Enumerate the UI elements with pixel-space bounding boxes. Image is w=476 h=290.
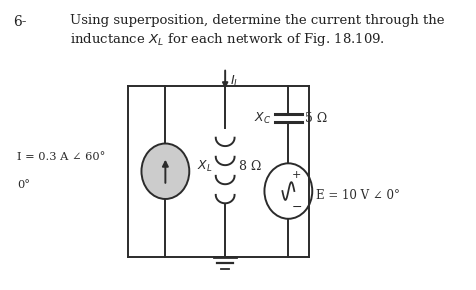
Text: 5 Ω: 5 Ω: [304, 112, 326, 125]
Circle shape: [141, 144, 189, 199]
Text: E = 10 V ∠ 0°: E = 10 V ∠ 0°: [315, 188, 399, 202]
Text: +: +: [291, 170, 300, 180]
Text: $X_C$: $X_C$: [254, 111, 271, 126]
Text: 0°: 0°: [17, 180, 30, 190]
Text: 8 Ω: 8 Ω: [238, 160, 261, 173]
Text: $I_L$: $I_L$: [230, 74, 240, 89]
Text: −: −: [291, 201, 302, 214]
Text: $X_L$: $X_L$: [197, 159, 212, 174]
Text: 6-: 6-: [13, 15, 27, 29]
Text: I = 0.3 A ∠ 60°: I = 0.3 A ∠ 60°: [17, 152, 105, 162]
Text: inductance $X_L$ for each network of Fig. 18.109.: inductance $X_L$ for each network of Fig…: [69, 31, 384, 48]
Text: Using superposition, determine the current through the: Using superposition, determine the curre…: [69, 14, 443, 27]
